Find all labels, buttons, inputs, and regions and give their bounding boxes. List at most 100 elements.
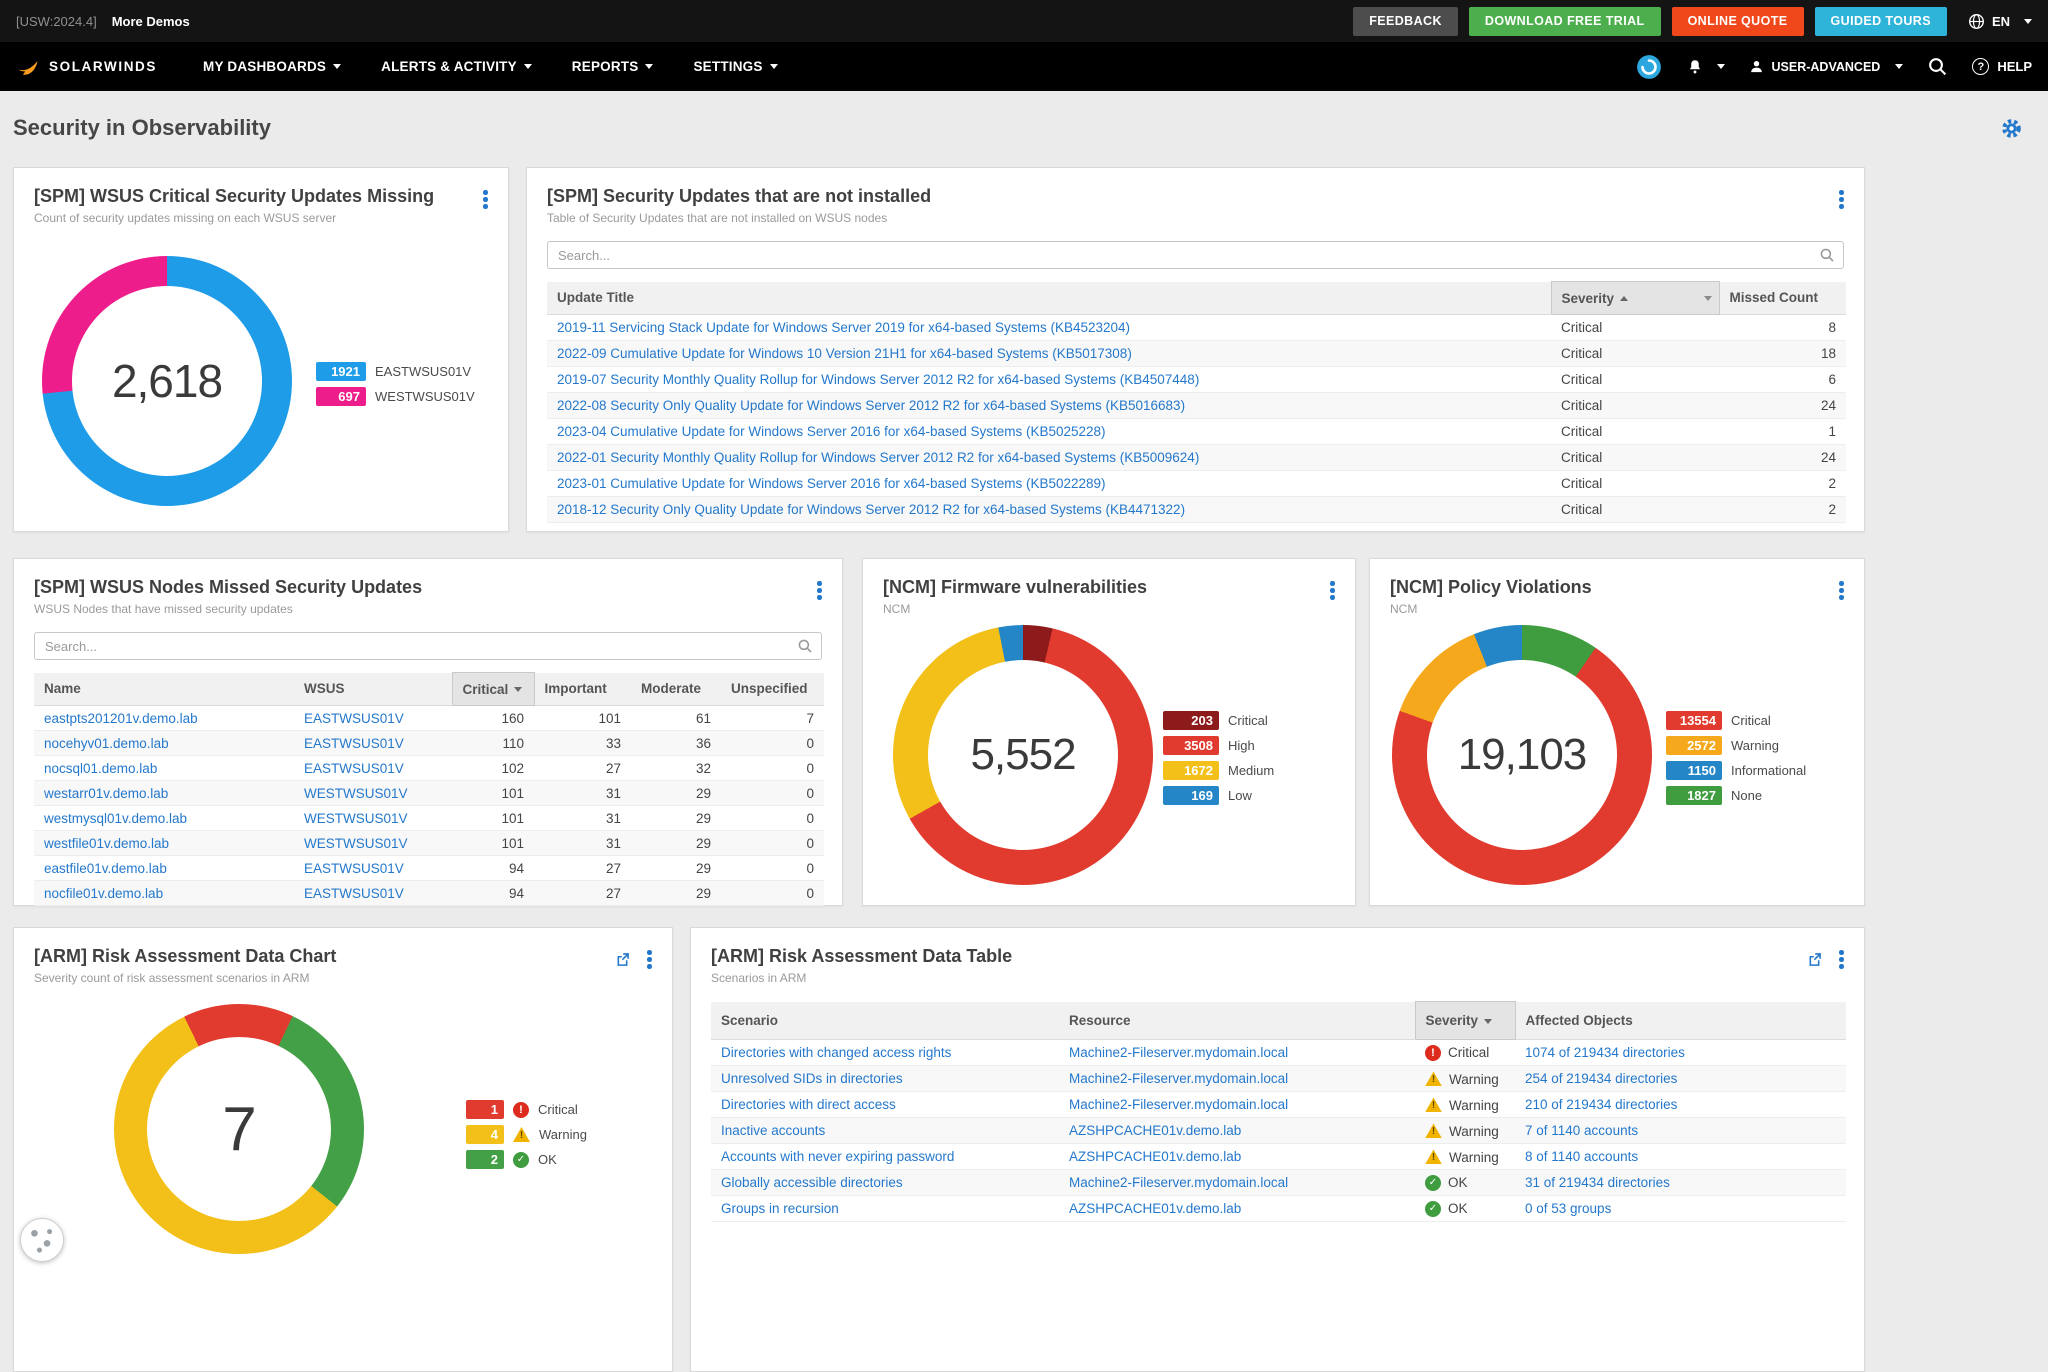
guided-tours-button[interactable]: GUIDED TOURS	[1814, 6, 1947, 36]
column-name[interactable]: Name	[34, 672, 294, 706]
resource-link[interactable]: Machine2-Fileserver.mydomain.local	[1069, 1175, 1289, 1190]
feedback-button[interactable]: FEEDBACK	[1353, 6, 1458, 36]
column-resource[interactable]: Resource	[1059, 1001, 1415, 1040]
search-input[interactable]	[34, 632, 822, 660]
node-name-link[interactable]: nocsql01.demo.lab	[44, 760, 158, 776]
scenario-link[interactable]: Directories with changed access rights	[721, 1045, 952, 1060]
widget-menu-kebab-icon[interactable]	[647, 950, 652, 969]
scenario-link[interactable]: Inactive accounts	[721, 1123, 826, 1138]
affected-objects-link[interactable]: 254 of 219434 directories	[1525, 1071, 1678, 1086]
node-name-link[interactable]: eastfile01v.demo.lab	[44, 860, 167, 876]
wsus-server-link[interactable]: EASTWSUS01V	[304, 735, 404, 751]
help-button[interactable]: HELP	[1972, 58, 2032, 75]
affected-objects-link[interactable]: 8 of 1140 accounts	[1525, 1149, 1639, 1164]
wsus-server-link[interactable]: WESTWSUS01V	[304, 810, 408, 826]
column-affected-objects[interactable]: Affected Objects	[1515, 1001, 1846, 1040]
open-in-new-button[interactable]	[1806, 951, 1823, 968]
search-button[interactable]	[1927, 56, 1948, 77]
widget-menu-kebab-icon[interactable]	[1330, 581, 1335, 600]
widget-menu-kebab-icon[interactable]	[483, 190, 488, 209]
node-name-cell: westfile01v.demo.lab	[34, 830, 294, 856]
cookie-consent-icon[interactable]	[20, 1218, 64, 1262]
update-title-link[interactable]: 2019-11 Servicing Stack Update for Windo…	[557, 320, 1131, 335]
resource-link[interactable]: Machine2-Fileserver.mydomain.local	[1069, 1045, 1289, 1060]
update-title-link[interactable]: 2018-12 Security Only Quality Update for…	[557, 502, 1186, 517]
solarwinds-logo[interactable]: solarwinds	[16, 55, 157, 79]
wsus-server-link[interactable]: WESTWSUS01V	[304, 835, 408, 851]
nav-reports[interactable]: REPORTS	[552, 42, 674, 91]
resource-link[interactable]: Machine2-Fileserver.mydomain.local	[1069, 1071, 1289, 1086]
count-cell: 27	[534, 855, 631, 881]
column-scenario[interactable]: Scenario	[711, 1001, 1059, 1040]
more-demos-link[interactable]: More Demos	[111, 13, 190, 29]
update-title-link[interactable]: 2022-08 Security Only Quality Update for…	[557, 398, 1186, 413]
node-name-link[interactable]: westmysql01v.demo.lab	[44, 810, 188, 826]
user-menu[interactable]: USER-ADVANCED	[1749, 59, 1904, 74]
node-name-link[interactable]: eastpts201201v.demo.lab	[44, 710, 198, 726]
widget-menu-kebab-icon[interactable]	[1839, 581, 1844, 600]
update-title-cell: 2022-01 Security Monthly Quality Rollup …	[547, 444, 1551, 471]
node-name-link[interactable]: nocehyv01.demo.lab	[44, 735, 169, 751]
node-name-link[interactable]: westfile01v.demo.lab	[44, 835, 170, 851]
widget-menu-kebab-icon[interactable]	[1839, 950, 1844, 969]
legend-value-badge: 1	[466, 1100, 504, 1119]
search-input[interactable]	[547, 241, 1844, 269]
affected-objects-link[interactable]: 0 of 53 groups	[1525, 1201, 1612, 1216]
assistant-icon[interactable]	[1636, 54, 1662, 80]
online-quote-button[interactable]: ONLINE QUOTE	[1671, 6, 1804, 36]
update-title-link[interactable]: 2019-07 Security Monthly Quality Rollup …	[557, 372, 1200, 387]
update-title-link[interactable]: 2022-09 Cumulative Update for Windows 10…	[557, 346, 1132, 361]
scenario-link[interactable]: Unresolved SIDs in directories	[721, 1071, 903, 1086]
scenario-link[interactable]: Directories with direct access	[721, 1097, 896, 1112]
wsus-server-link[interactable]: EASTWSUS01V	[304, 885, 404, 901]
nav-my-dashboards[interactable]: MY DASHBOARDS	[183, 42, 361, 91]
column-update-title[interactable]: Update Title	[547, 281, 1551, 315]
resource-link[interactable]: Machine2-Fileserver.mydomain.local	[1069, 1097, 1289, 1112]
legend-value-badge: 2	[466, 1150, 504, 1169]
node-name-link[interactable]: nocfile01v.demo.lab	[44, 885, 164, 901]
column-important[interactable]: Important	[534, 672, 631, 706]
affected-objects-link[interactable]: 7 of 1140 accounts	[1525, 1123, 1639, 1138]
widget-title: [ARM] Risk Assessment Data Chart	[34, 946, 337, 966]
scenario-link[interactable]: Groups in recursion	[721, 1201, 839, 1216]
column-severity[interactable]: Severity	[1550, 281, 1720, 315]
scenario-link[interactable]: Accounts with never expiring password	[721, 1149, 955, 1164]
wsus-server-link[interactable]: EASTWSUS01V	[304, 860, 404, 876]
resource-link[interactable]: AZSHPCACHE01v.demo.lab	[1069, 1201, 1242, 1216]
legend-item: 203 Critical	[1163, 711, 1274, 730]
column-missed-count[interactable]: Missed Count	[1719, 281, 1846, 315]
dashboard-settings-button[interactable]	[2000, 117, 2023, 140]
widget-menu-kebab-icon[interactable]	[817, 581, 822, 600]
affected-objects-link[interactable]: 1074 of 219434 directories	[1525, 1045, 1685, 1060]
affected-objects-link[interactable]: 31 of 219434 directories	[1525, 1175, 1670, 1190]
table-row: 2019-11 Servicing Stack Update for Windo…	[547, 314, 1846, 341]
update-title-cell: 2023-04 Cumulative Update for Windows Se…	[547, 418, 1551, 445]
resource-link[interactable]: AZSHPCACHE01v.demo.lab	[1069, 1123, 1242, 1138]
column-menu-icon[interactable]	[1703, 296, 1712, 301]
update-title-link[interactable]: 2022-01 Security Monthly Quality Rollup …	[557, 450, 1200, 465]
wsus-server-link[interactable]: EASTWSUS01V	[304, 760, 404, 776]
column-wsus[interactable]: WSUS	[294, 672, 452, 706]
update-title-link[interactable]: 2023-01 Cumulative Update for Windows Se…	[557, 476, 1106, 491]
update-title-link[interactable]: 2023-04 Cumulative Update for Windows Se…	[557, 424, 1106, 439]
wsus-server-link[interactable]: EASTWSUS01V	[304, 710, 404, 726]
nav-settings[interactable]: SETTINGS	[673, 42, 797, 91]
column-severity[interactable]: Severity	[1414, 1001, 1516, 1040]
language-selector[interactable]: EN	[1968, 13, 2032, 30]
affected-objects-link[interactable]: 210 of 219434 directories	[1525, 1097, 1678, 1112]
widget-menu-kebab-icon[interactable]	[1839, 190, 1844, 209]
nav-alerts-activity[interactable]: ALERTS & ACTIVITY	[361, 42, 552, 91]
node-name-link[interactable]: westarr01v.demo.lab	[44, 785, 169, 801]
scenario-link[interactable]: Globally accessible directories	[721, 1175, 903, 1190]
widget-title: [ARM] Risk Assessment Data Table	[711, 946, 1013, 966]
open-in-new-button[interactable]	[614, 951, 631, 968]
column-moderate[interactable]: Moderate	[631, 672, 721, 706]
resource-link[interactable]: AZSHPCACHE01v.demo.lab	[1069, 1149, 1242, 1164]
column-unspecified[interactable]: Unspecified	[721, 672, 824, 706]
notifications-button[interactable]	[1686, 58, 1725, 76]
download-free-trial-button[interactable]: DOWNLOAD FREE TRIAL	[1468, 6, 1661, 36]
column-critical[interactable]: Critical	[451, 672, 535, 706]
wsus-server-link[interactable]: WESTWSUS01V	[304, 785, 408, 801]
table-row: nocsql01.demo.lab EASTWSUS01V 102 27 32 0	[34, 755, 824, 781]
nav-item-label: ALERTS & ACTIVITY	[381, 59, 517, 74]
